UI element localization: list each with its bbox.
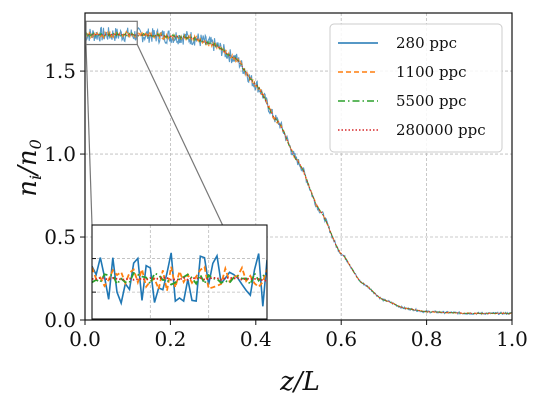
inset-frame (91, 224, 268, 320)
series-group (84, 26, 513, 316)
x-axis-label: z/L (279, 367, 320, 397)
series-line (84, 33, 513, 314)
x-tick-label: 1.0 (496, 327, 528, 351)
y-tick-label: 0.0 (44, 308, 76, 332)
inset-series-line (92, 276, 267, 282)
inset-series-line (92, 271, 267, 287)
y-tick-label: 0.5 (44, 225, 76, 249)
legend-label: 5500 ppc (396, 92, 467, 110)
zoom-connector-line (85, 44, 93, 226)
legend-label: 1100 ppc (396, 63, 467, 81)
inset-ticks (92, 258, 96, 293)
svg-text:ni/n0: ni/n0 (13, 139, 45, 197)
x-tick-label: 0.4 (240, 327, 272, 351)
zoom-region-box (85, 20, 138, 46)
x-ticks: 0.0 0.2 0.4 0.6 0.8 1.0 (69, 320, 528, 351)
inset-plot (91, 224, 268, 320)
legend-box (329, 23, 503, 153)
x-tick-label: 0.2 (154, 327, 186, 351)
plot-frame (84, 12, 513, 321)
legend-label: 280000 ppc (396, 121, 486, 139)
x-tick-label: 0.8 (411, 327, 443, 351)
legend-label: 280 ppc (396, 34, 457, 52)
inset-series-group (92, 252, 267, 307)
y-axis-label: ni/n0 (13, 139, 45, 197)
y-tick-label: 1.5 (44, 59, 76, 83)
legend: 280 ppc 1100 ppc 5500 ppc 280000 ppc (329, 23, 503, 153)
y-ticks: 0.0 0.5 1.0 1.5 (44, 59, 85, 332)
x-tick-label: 0.6 (325, 327, 357, 351)
y-tick-label: 1.0 (44, 142, 76, 166)
x-tick-label: 0.0 (69, 327, 101, 351)
